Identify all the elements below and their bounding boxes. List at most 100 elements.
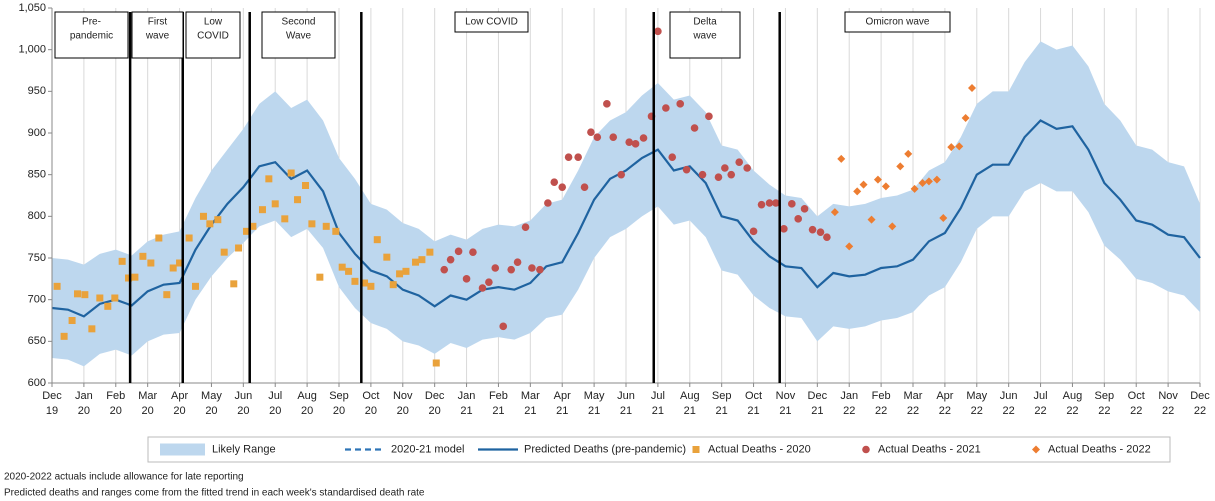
point bbox=[96, 294, 104, 302]
point bbox=[88, 325, 96, 333]
x-tick-label: Jun 20 bbox=[234, 390, 252, 417]
footnote: Predicted deaths and ranges come from th… bbox=[4, 488, 425, 499]
point bbox=[910, 184, 919, 193]
point bbox=[258, 206, 266, 214]
point bbox=[351, 277, 359, 285]
point bbox=[125, 274, 133, 282]
point bbox=[625, 138, 633, 146]
predicted-line bbox=[51, 119, 1201, 318]
point bbox=[955, 142, 964, 151]
y-tick-label: 900 bbox=[28, 127, 46, 139]
point bbox=[800, 205, 809, 213]
phase-label: Pre- bbox=[82, 17, 101, 28]
point bbox=[373, 236, 381, 244]
x-tick-label: Dec 22 bbox=[1190, 390, 1210, 417]
point bbox=[617, 170, 626, 179]
point bbox=[853, 187, 862, 196]
legend-label: Actual Deaths - 2021 bbox=[878, 443, 981, 455]
point bbox=[837, 154, 846, 163]
point bbox=[682, 165, 691, 174]
point bbox=[593, 133, 602, 141]
x-tick-label: Nov 20 bbox=[393, 390, 413, 417]
point bbox=[308, 220, 316, 228]
phase-box bbox=[54, 11, 129, 59]
y-tick-label: 1,000 bbox=[18, 44, 46, 56]
point bbox=[338, 263, 346, 271]
x-tick-label: Jul 22 bbox=[1034, 390, 1048, 417]
point bbox=[794, 215, 802, 223]
point bbox=[131, 273, 139, 281]
legend-swatch bbox=[160, 443, 205, 456]
point bbox=[881, 182, 890, 191]
point bbox=[580, 183, 589, 191]
point bbox=[631, 140, 640, 148]
phase-box bbox=[454, 11, 529, 33]
point bbox=[185, 234, 193, 242]
y-tick-label: 800 bbox=[28, 210, 46, 222]
point bbox=[60, 332, 68, 340]
x-tick-label: Sep 20 bbox=[329, 390, 349, 417]
point bbox=[808, 225, 817, 234]
phase-label: wave bbox=[692, 31, 717, 42]
point bbox=[845, 242, 854, 251]
y-tick-label: 950 bbox=[28, 85, 46, 97]
point bbox=[558, 183, 567, 191]
legend-swatch bbox=[862, 445, 870, 454]
point bbox=[271, 200, 279, 208]
point bbox=[727, 170, 736, 179]
x-tick-label: May 20 bbox=[201, 390, 222, 417]
phase-label: COVID bbox=[197, 31, 229, 42]
x-tick-label: May 21 bbox=[584, 390, 605, 417]
x-tick-label: Apr 22 bbox=[936, 390, 953, 417]
likely-range-band bbox=[52, 41, 1200, 367]
x-tick-label: Feb 22 bbox=[872, 390, 891, 417]
y-tick-label: 700 bbox=[28, 294, 46, 306]
phase-label: Low bbox=[204, 17, 223, 28]
point bbox=[446, 255, 455, 264]
x-tick-label: Jun 22 bbox=[1000, 390, 1018, 417]
y-tick-label: 750 bbox=[28, 252, 46, 264]
footnote: 2020-2022 actuals include allowance for … bbox=[4, 472, 244, 483]
point bbox=[412, 258, 420, 266]
x-tick-label: Dec 20 bbox=[425, 390, 445, 417]
legend-box bbox=[147, 436, 1171, 463]
point bbox=[163, 291, 171, 299]
x-tick-label: Oct 20 bbox=[362, 390, 379, 417]
x-tick-label: Jul 21 bbox=[651, 390, 665, 417]
point bbox=[361, 279, 369, 287]
point bbox=[705, 112, 713, 121]
point bbox=[265, 175, 273, 183]
point bbox=[609, 133, 618, 141]
point bbox=[749, 227, 758, 236]
y-tick-label: 650 bbox=[28, 335, 46, 347]
point bbox=[888, 222, 897, 231]
x-tick-label: Aug 21 bbox=[680, 390, 700, 417]
point bbox=[485, 278, 493, 286]
x-tick-label: Dec 21 bbox=[808, 390, 828, 417]
point bbox=[830, 208, 839, 217]
x-tick-label: Jan 21 bbox=[458, 390, 476, 417]
point bbox=[235, 244, 243, 252]
point bbox=[564, 153, 573, 161]
point bbox=[402, 267, 410, 275]
point bbox=[676, 100, 685, 108]
legend-label: 2020-21 model bbox=[391, 443, 464, 455]
point bbox=[867, 215, 876, 224]
point bbox=[932, 175, 941, 184]
phase-label: wave bbox=[145, 31, 170, 42]
phase-box bbox=[131, 11, 184, 59]
point bbox=[287, 169, 295, 177]
point bbox=[823, 233, 831, 241]
point bbox=[396, 270, 404, 278]
point bbox=[491, 264, 500, 272]
x-tick-label: Jan 22 bbox=[840, 390, 858, 417]
point bbox=[816, 228, 825, 236]
point bbox=[918, 179, 927, 187]
point bbox=[104, 302, 112, 310]
point bbox=[454, 247, 463, 256]
phase-box bbox=[185, 11, 241, 59]
point bbox=[639, 134, 648, 142]
point bbox=[587, 128, 595, 136]
phase-label: Delta bbox=[693, 17, 717, 28]
point bbox=[859, 180, 868, 189]
